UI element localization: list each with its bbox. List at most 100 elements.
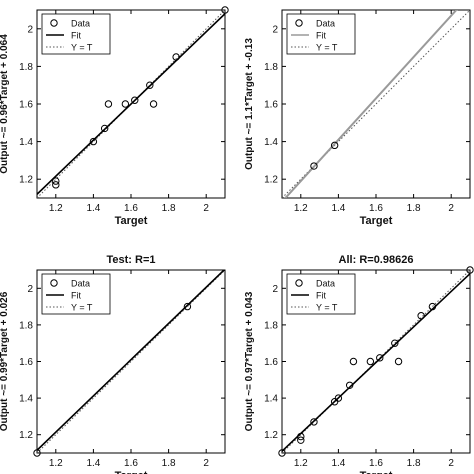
data-point (466, 266, 474, 274)
data-point (349, 357, 358, 366)
y-tick-label: 1.6 (264, 100, 278, 111)
x-tick-label: 1.6 (124, 203, 138, 214)
y-tick-label: 2 (272, 24, 278, 35)
y-tick-label: 1.8 (19, 62, 33, 73)
data-point (366, 357, 375, 366)
x-tick-label: 1.8 (162, 458, 176, 469)
x-axis-label: Target (360, 470, 393, 474)
data-point (131, 96, 139, 104)
data-point (330, 141, 339, 150)
chart-title: All: R=0.98626 (339, 254, 414, 266)
y-tick-label: 1.8 (19, 320, 33, 331)
legend-data-marker (50, 279, 58, 287)
data-point (183, 302, 192, 311)
y-tick-label: 1.6 (19, 100, 33, 111)
x-tick-label: 2 (203, 458, 209, 469)
y-tick-label: 1.4 (19, 394, 33, 405)
x-axis-label: Target (360, 215, 393, 227)
legend-entry: Y = T (316, 303, 338, 313)
x-tick-label: 1.2 (49, 458, 63, 469)
data-point (376, 354, 384, 362)
x-tick-label: 1.4 (86, 458, 100, 469)
y-tick-label: 1.4 (19, 137, 33, 148)
data-point (104, 100, 113, 108)
legend-data-marker (50, 19, 58, 27)
x-tick-label: 1.4 (86, 203, 100, 214)
y-tick-label: 2 (27, 284, 33, 295)
legend-entry: Data (316, 279, 335, 289)
legend-entry: Data (316, 19, 335, 29)
x-tick-label: 1.2 (294, 458, 308, 469)
y-tick-label: 1.6 (19, 357, 33, 368)
data-point (330, 398, 339, 406)
legend-entry: Fit (71, 291, 81, 301)
data-point (172, 53, 180, 61)
y-tick-label: 1.2 (19, 175, 33, 186)
y-axis-label: Output ~= 0.96*Target + 0.064 (0, 34, 10, 174)
y-tick-label: 1.6 (264, 357, 278, 368)
fit-line (282, 273, 470, 452)
legend-entry: Y = T (71, 43, 93, 53)
y-axis-label: Output ~= 0.97*Target + 0.043 (244, 291, 255, 431)
data-point (310, 162, 318, 170)
data-point (345, 381, 354, 389)
data-point (146, 81, 154, 89)
data-point (297, 436, 305, 444)
x-tick-label: 1.6 (369, 203, 383, 214)
fit-line (37, 13, 225, 195)
data-point (221, 6, 229, 14)
legend-entry: Y = T (316, 43, 338, 53)
data-point (394, 357, 403, 366)
y-tick-label: 1.4 (264, 137, 278, 148)
y-tick-label: 1.8 (264, 62, 278, 73)
data-point (100, 124, 109, 133)
x-tick-label: 1.8 (162, 203, 176, 214)
x-axis-label: Target (115, 215, 148, 227)
legend-entry: Fit (316, 291, 326, 301)
chart-title: Test: R=1 (106, 254, 155, 266)
legend-entry: Data (71, 279, 90, 289)
x-tick-label: 1.8 (407, 458, 421, 469)
identity-line (282, 10, 470, 198)
data-point (89, 137, 98, 146)
data-point (52, 177, 60, 185)
y-axis-label: Output ~= 0.99*Target + 0.026 (0, 291, 10, 431)
x-tick-label: 2 (448, 203, 454, 214)
x-tick-label: 1.6 (124, 458, 138, 469)
legend-entry: Y = T (71, 303, 93, 313)
data-point (417, 312, 425, 320)
chart-panel-4: 1.2 1.4 1.6 1.8 2 1.2 1.4 1.6 1.8 2 Data Fit Y = T Ta… (244, 254, 474, 474)
legend-entry: Fit (71, 31, 81, 41)
x-tick-label: 1.2 (49, 203, 63, 214)
identity-line (37, 10, 225, 198)
y-axis-label: Output ~= 1.1*Target + -0.13 (244, 38, 255, 170)
fit-line (284, 10, 458, 198)
y-tick-label: 2 (272, 284, 278, 295)
x-tick-label: 1.4 (331, 203, 345, 214)
data-point (297, 432, 305, 441)
data-point (391, 339, 399, 347)
y-tick-label: 1.8 (264, 320, 278, 331)
x-tick-label: 2 (203, 203, 209, 214)
legend-data-marker (295, 19, 303, 27)
data-point (428, 302, 437, 311)
x-tick-label: 1.4 (331, 458, 345, 469)
x-axis-label: Target (115, 470, 148, 474)
legend-entry: Fit (316, 31, 326, 41)
chart-panel-1: 1.2 1.4 1.6 1.8 2 1.2 1.4 1.6 1.8 2 Data Fit Y = T Ta… (0, 6, 229, 227)
chart-panel-2: 1.2 1.4 1.6 1.8 2 1.2 1.4 1.6 1.8 2 Data Fit Y = T Ta… (244, 9, 471, 227)
x-tick-label: 1.8 (407, 203, 421, 214)
data-point (33, 449, 41, 457)
data-point (278, 449, 286, 457)
y-tick-label: 1.2 (264, 430, 278, 441)
data-point (149, 100, 158, 108)
chart-panel-3: 1.2 1.4 1.6 1.8 2 1.2 1.4 1.6 1.8 2 Data Fit Y = T Ta… (0, 254, 226, 474)
y-tick-label: 2 (27, 24, 33, 35)
legend-data-marker (295, 279, 303, 287)
y-tick-label: 1.2 (264, 175, 278, 186)
y-tick-label: 1.2 (19, 430, 33, 441)
fit-line (37, 270, 225, 451)
x-tick-label: 1.2 (294, 203, 308, 214)
y-tick-label: 1.4 (264, 394, 278, 405)
